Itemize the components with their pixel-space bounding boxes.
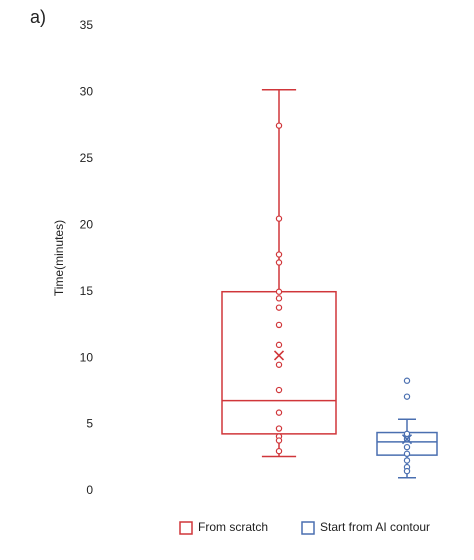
point xyxy=(275,437,283,444)
point xyxy=(275,288,283,295)
point xyxy=(275,386,283,394)
mean-marker xyxy=(401,434,413,445)
mean-marker xyxy=(273,350,285,361)
y-tick-label: 5 xyxy=(86,417,93,431)
y-tick-label: 0 xyxy=(86,483,93,497)
point xyxy=(275,215,283,222)
legend-label: From scratch xyxy=(198,520,268,534)
point xyxy=(275,409,283,416)
point xyxy=(403,443,411,451)
legend-swatch xyxy=(179,521,193,535)
point xyxy=(403,377,411,384)
point xyxy=(275,361,283,368)
point xyxy=(275,447,283,455)
point xyxy=(275,341,283,349)
legend-swatch xyxy=(301,521,315,535)
y-tick-label: 30 xyxy=(80,85,94,99)
point xyxy=(403,450,411,457)
point xyxy=(403,467,411,475)
y-tick-label: 35 xyxy=(80,18,94,32)
panel-label: a) xyxy=(30,7,46,27)
y-tick-label: 15 xyxy=(80,284,94,298)
point xyxy=(275,122,283,129)
point xyxy=(275,425,283,432)
point xyxy=(275,295,283,302)
y-tick-label: 10 xyxy=(80,350,94,364)
y-tick-label: 25 xyxy=(80,151,94,165)
point xyxy=(275,251,283,258)
point xyxy=(275,321,283,329)
point xyxy=(403,393,411,400)
legend-label: Start from AI contour xyxy=(320,520,430,534)
y-tick-label: 20 xyxy=(80,217,94,231)
point xyxy=(403,457,411,464)
y-axis-label: Time(minutes) xyxy=(52,220,66,296)
point xyxy=(403,430,411,438)
point xyxy=(275,304,283,311)
point xyxy=(275,259,283,266)
